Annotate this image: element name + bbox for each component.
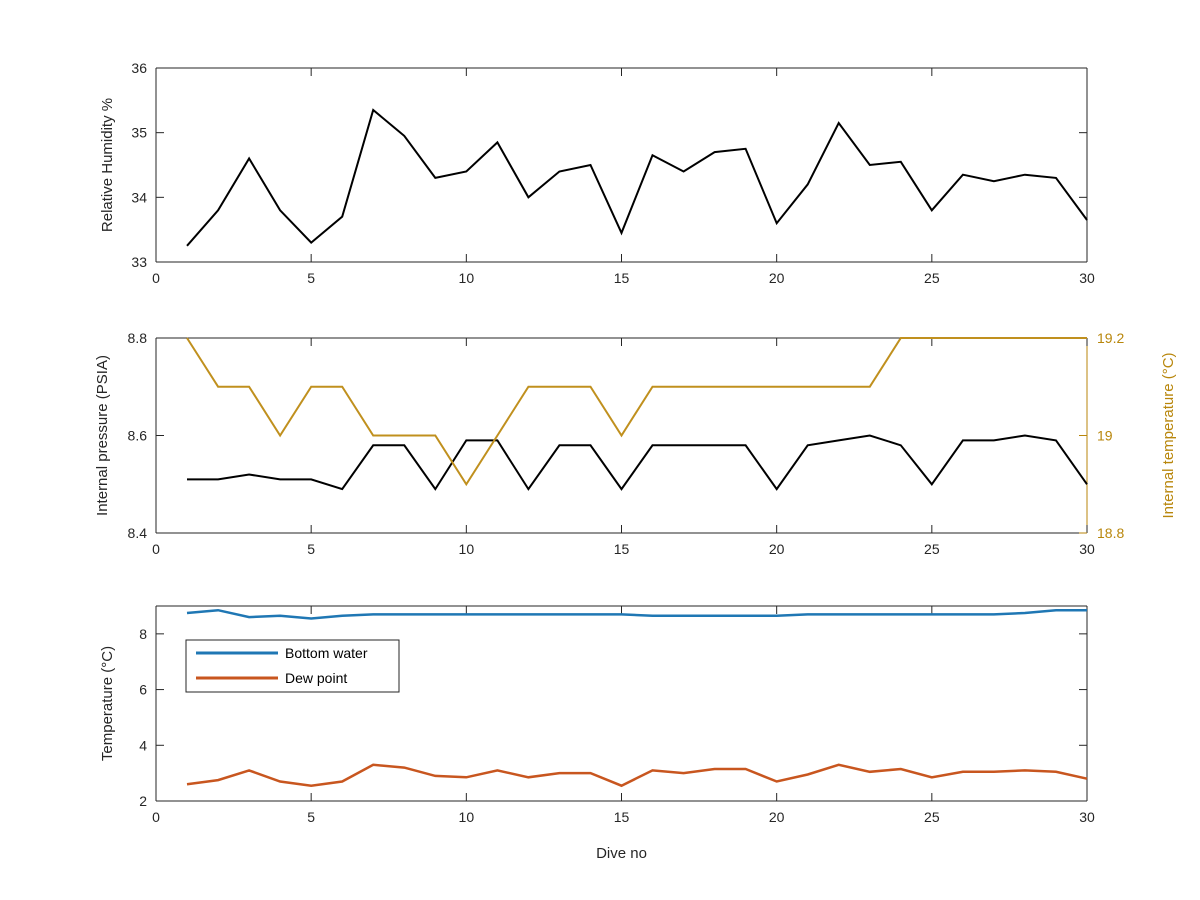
legend-label: Bottom water — [285, 645, 368, 661]
y2-axis-title: Internal temperature (°C) — [1160, 352, 1177, 518]
legend: Bottom water Dew point — [185, 639, 400, 693]
x-tick-label: 0 — [152, 270, 160, 286]
y-tick-label: 34 — [131, 189, 147, 205]
y-axis-title: Temperature (°C) — [99, 646, 116, 761]
x-tick-label: 30 — [1079, 541, 1095, 557]
x-tick-label: 5 — [307, 270, 315, 286]
y2-tick-label: 19 — [1097, 428, 1113, 444]
x-tick-label: 15 — [614, 541, 630, 557]
y-tick-label: 8.8 — [128, 330, 148, 346]
y-tick-label: 6 — [139, 682, 147, 698]
y-tick-label: 36 — [131, 60, 147, 76]
y-tick-label: 33 — [131, 254, 147, 270]
x-axis-title: Dive no — [596, 845, 647, 862]
x-tick-label: 10 — [459, 270, 475, 286]
y-tick-label: 4 — [139, 737, 147, 753]
x-tick-label: 20 — [769, 809, 785, 825]
y-tick-label: 2 — [139, 793, 147, 809]
bottom-water-line — [186, 608, 1087, 620]
legend-label: Dew point — [285, 670, 347, 686]
x-tick-label: 25 — [924, 270, 940, 286]
x-tick-label: 10 — [459, 541, 475, 557]
x-tick-label: 0 — [152, 541, 160, 557]
dew-point-line — [186, 763, 1088, 788]
x-tick-label: 15 — [614, 809, 630, 825]
x-tick-label: 20 — [769, 270, 785, 286]
y-tick-label: 35 — [131, 125, 147, 141]
y2-tick-label: 19.2 — [1097, 330, 1124, 346]
x-tick-label: 25 — [924, 809, 940, 825]
y-axis-title: Relative Humidity % — [99, 98, 116, 232]
x-tick-label: 15 — [614, 270, 630, 286]
x-tick-label: 10 — [459, 809, 475, 825]
y-tick-label: 8.4 — [128, 525, 148, 541]
x-tick-label: 30 — [1079, 270, 1095, 286]
legend-box — [185, 639, 400, 693]
x-tick-label: 25 — [924, 541, 940, 557]
humidity-panel: 0 5 10 15 20 25 30 33 34 35 36 Relative Humidity % — [99, 60, 1095, 286]
y-tick-label: 8 — [139, 626, 147, 642]
humidity-line — [186, 108, 1088, 247]
y-axis-title: Internal pressure (PSIA) — [94, 355, 111, 516]
pressure-temperature-panel: 0 5 10 15 20 25 30 8.4 8.6 8.8 18.8 19 19.2 Internal … — [94, 330, 1177, 557]
x-tick-label: 30 — [1079, 809, 1095, 825]
x-tick-label: 0 — [152, 809, 160, 825]
y-tick-label: 8.6 — [128, 428, 148, 444]
x-tick-label: 5 — [307, 541, 315, 557]
pressure-line — [187, 434, 1088, 491]
internal-temperature-line — [186, 337, 1087, 487]
y2-tick-label: 18.8 — [1097, 525, 1124, 541]
x-tick-label: 20 — [769, 541, 785, 557]
x-tick-label: 5 — [307, 809, 315, 825]
temperature-panel: 0 5 10 15 20 25 30 2 4 6 8 Temperature (°C) Dive no B… — [99, 605, 1095, 862]
